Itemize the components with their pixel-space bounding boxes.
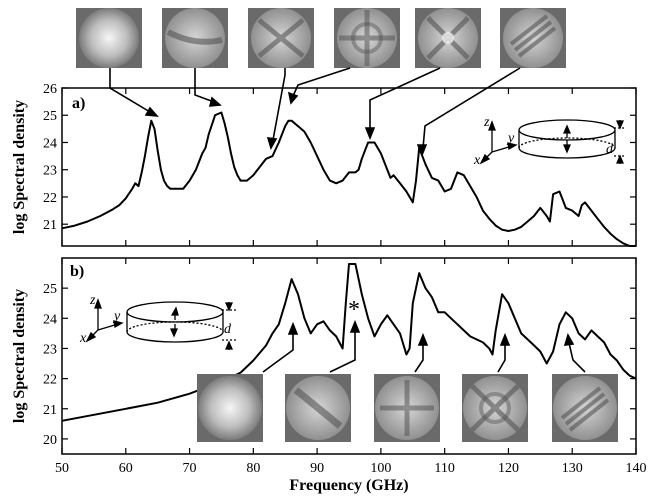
- panel-a-label: a): [72, 95, 85, 112]
- y-tick-label-b: 20: [43, 433, 57, 448]
- inset-a: [479, 119, 626, 165]
- y-tick-label-b: 24: [43, 312, 57, 327]
- panel-b-ylabel: log Spectral density: [11, 289, 28, 423]
- y-tick-label-a: 26: [43, 82, 57, 97]
- y-tick-label-b: 22: [43, 373, 57, 388]
- x-axis-title: Frequency (GHz): [289, 477, 408, 494]
- panel-b-arrows: [262, 319, 586, 373]
- inset-b-axis-z: z: [89, 293, 96, 308]
- x-tick-label: 60: [119, 461, 133, 476]
- mode-images-bottom: [197, 374, 618, 442]
- panel-a-series: [61, 111, 636, 247]
- panel-a-frame: [61, 87, 637, 247]
- mode-image-1: [76, 8, 142, 68]
- mode-image-b5: [552, 374, 618, 442]
- panel-a-ylabel: log Spectral density: [11, 100, 28, 234]
- panel-b-ticks: 20 21 22 23 24 25 50 60 70 80 90 100 110 120 130 140: [43, 258, 647, 476]
- mode-image-b4: [462, 374, 528, 442]
- x-tick-label: 100: [370, 461, 391, 476]
- panel-b-label: b): [70, 263, 84, 280]
- y-tick-label-b: 23: [43, 342, 57, 357]
- x-tick-label: 110: [434, 461, 454, 476]
- y-tick-label-a: 24: [43, 136, 57, 151]
- panel-b-series: [61, 263, 637, 422]
- inset-b: [85, 298, 236, 350]
- mode-image-b2: [285, 374, 351, 442]
- inset-b-thickness: d: [224, 322, 232, 337]
- y-tick-label-a: 23: [43, 164, 57, 179]
- x-tick-label: 130: [562, 461, 583, 476]
- mode-image-b1: [197, 374, 263, 442]
- mode-image-3: [248, 8, 314, 68]
- inset-b-axis-y: y: [112, 309, 121, 324]
- mode-image-5: [415, 8, 481, 68]
- inset-a-axis-x: x: [473, 153, 481, 168]
- series-line-b-0: [61, 263, 637, 422]
- y-tick-label-a: 25: [43, 109, 57, 124]
- panel-b-frame: [61, 257, 637, 455]
- x-tick-label: 120: [498, 461, 519, 476]
- inset-a-axis-y: y: [506, 131, 515, 146]
- y-tick-label-b: 21: [43, 403, 57, 418]
- y-tick-label-b: 25: [43, 282, 57, 297]
- x-tick-label: 140: [626, 461, 647, 476]
- series-line-a-0: [61, 111, 636, 247]
- y-tick-label-a: 22: [43, 191, 57, 206]
- x-tick-label: 90: [310, 461, 324, 476]
- mode-image-b3: [374, 374, 440, 442]
- mode-image-4: [334, 8, 400, 68]
- inset-a-thickness: d: [606, 142, 614, 157]
- y-tick-label-a: 21: [43, 218, 57, 233]
- panel-a-ticks: 21 22 23 24 25 26: [43, 82, 637, 246]
- mode-image-6: [500, 8, 566, 68]
- mode-image-2: [162, 8, 228, 68]
- x-tick-label: 50: [55, 461, 69, 476]
- inset-a-axis-z: z: [483, 115, 490, 130]
- x-tick-label: 80: [246, 461, 260, 476]
- x-tick-label: 70: [183, 461, 197, 476]
- mode-images-top: [76, 8, 566, 68]
- panel-a-arrows: [109, 67, 521, 158]
- inset-b-axis-x: x: [79, 331, 87, 346]
- asterisk-marker: *: [348, 297, 360, 323]
